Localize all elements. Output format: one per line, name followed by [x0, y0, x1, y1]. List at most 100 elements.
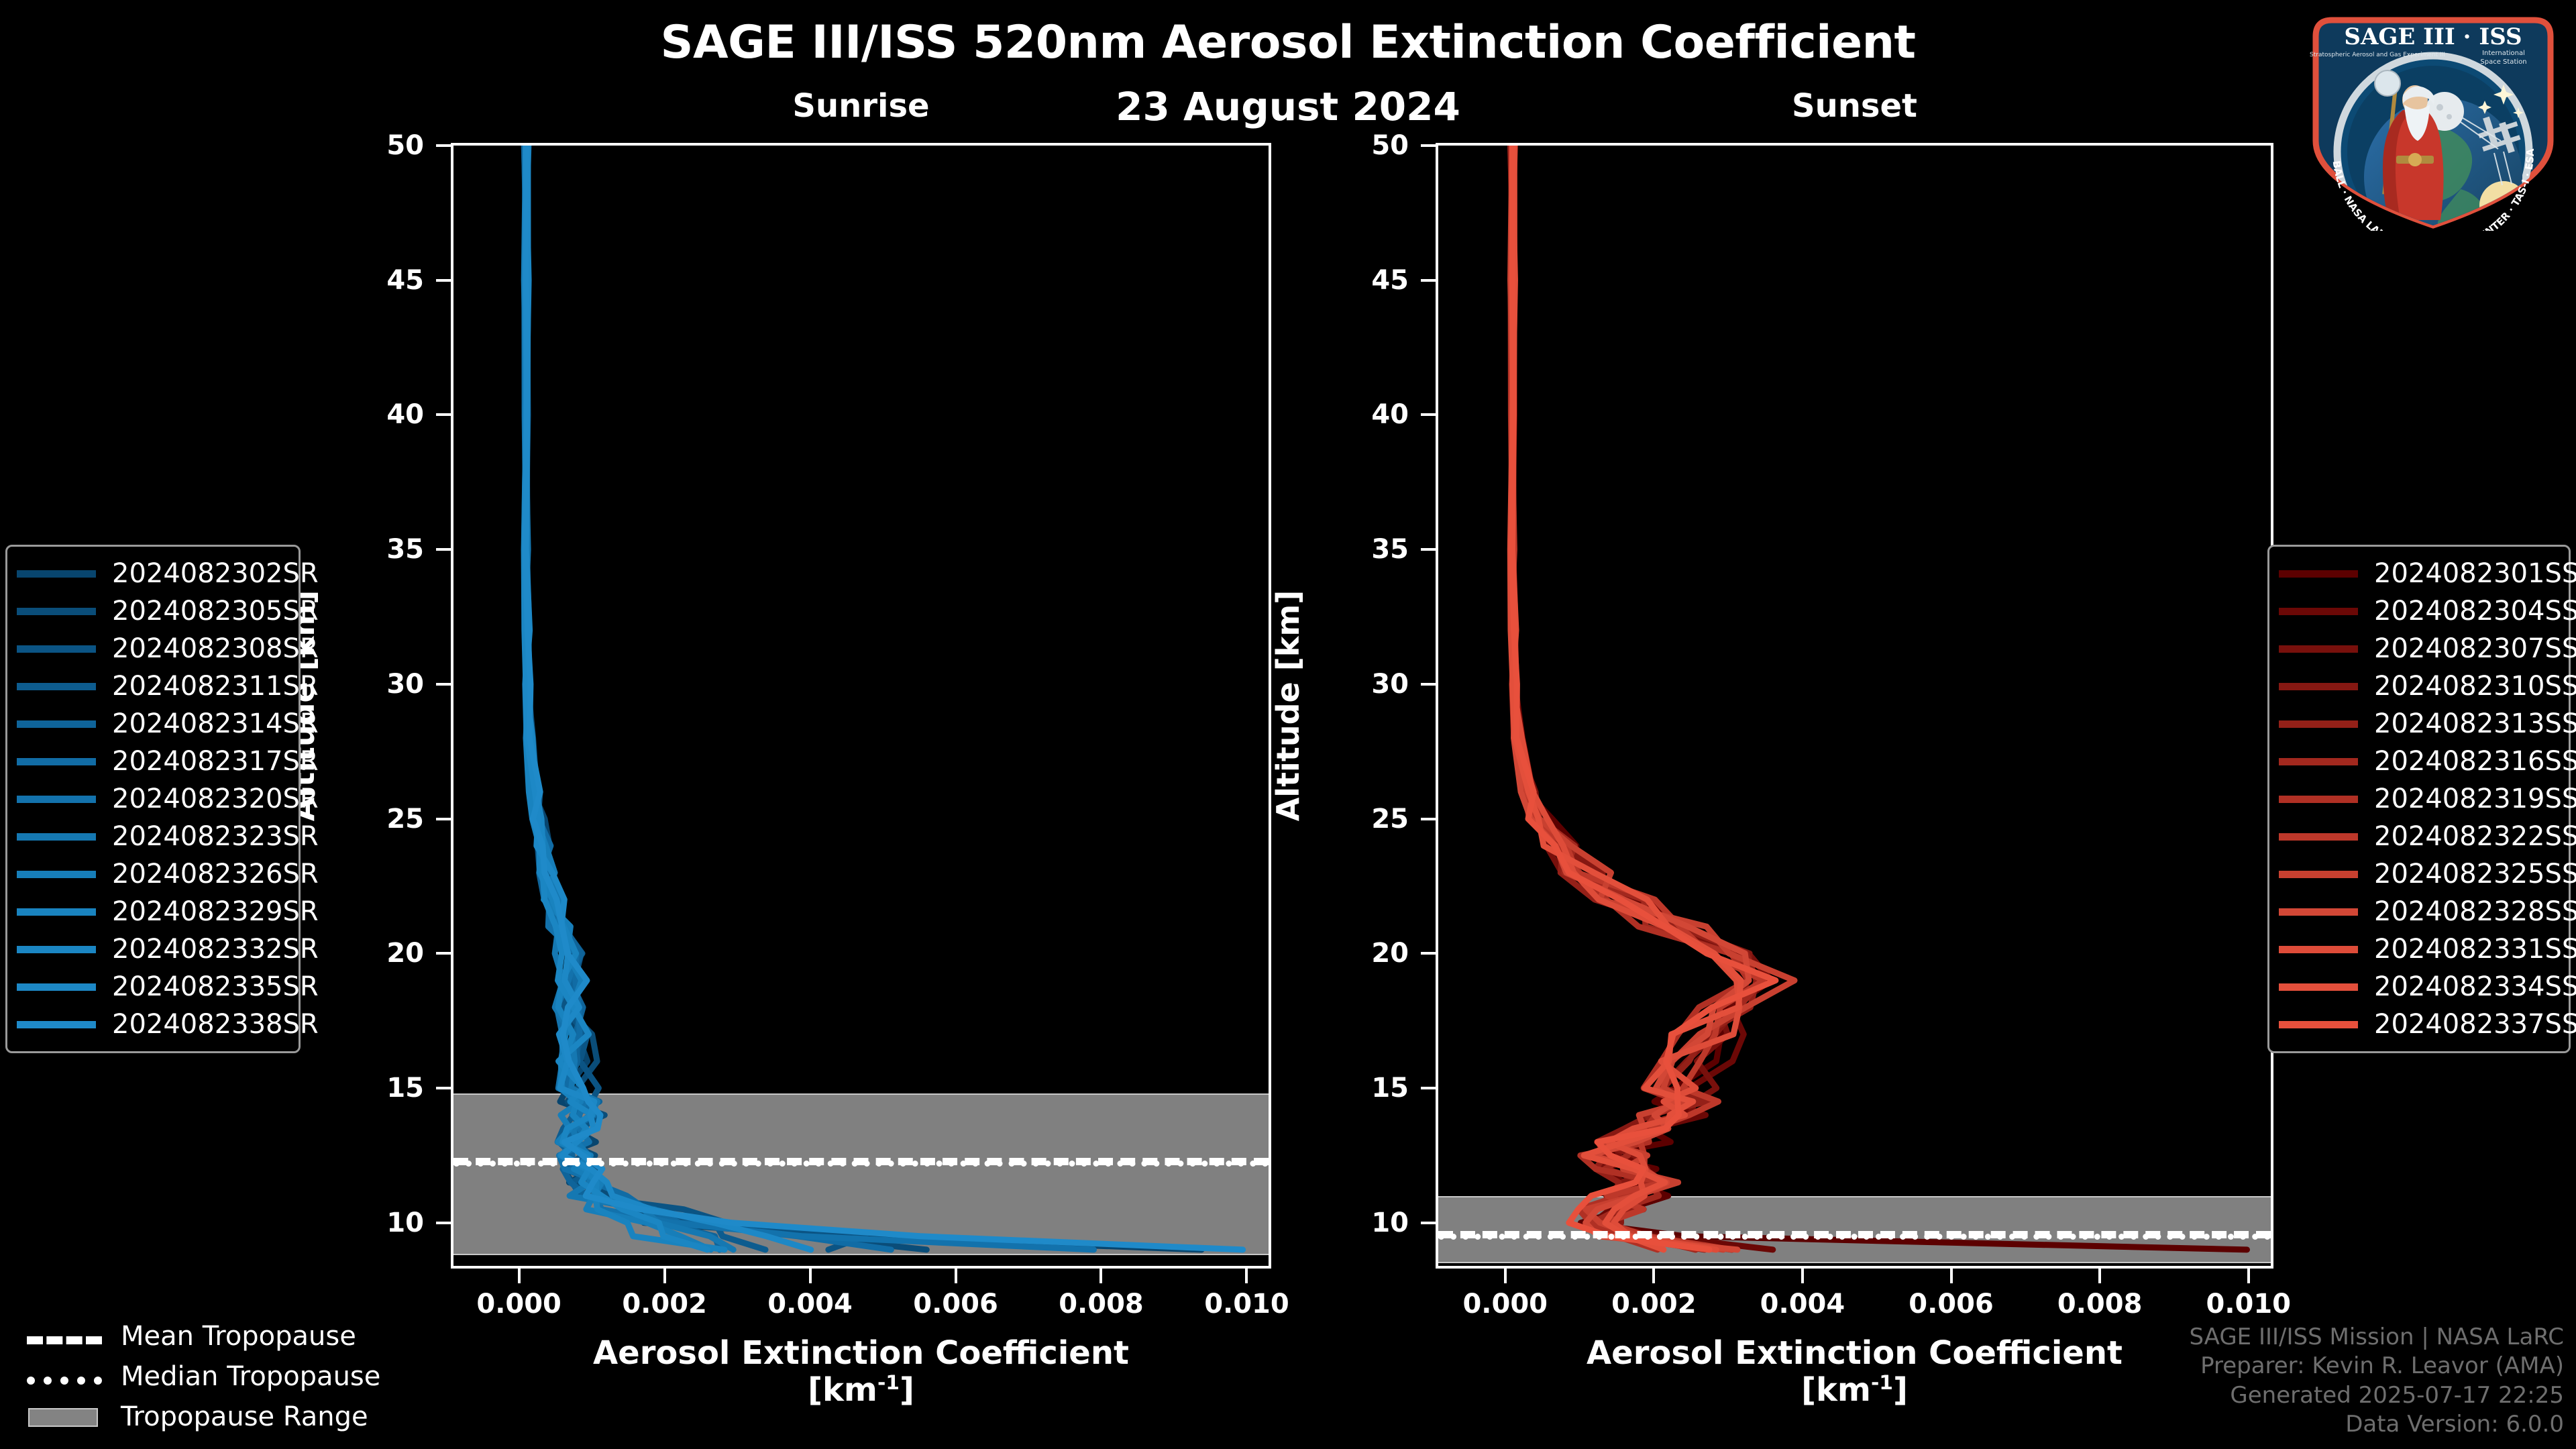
legend-item[interactable]: 2024082311SR [17, 667, 319, 705]
legend-line-swatch-icon [17, 720, 96, 728]
credit-preparer: Preparer: Kevin R. Leavor (AMA) [2200, 1352, 2564, 1380]
legend-item[interactable]: 2024082335SR [17, 968, 319, 1006]
legend-item[interactable]: 2024082332SR [17, 930, 319, 968]
x-axis-tick-label: 0.004 [767, 1289, 853, 1320]
legend-item[interactable]: 2024082337SS [2279, 1006, 2576, 1043]
legend-line-swatch-icon [17, 908, 96, 916]
key-row-median-tropopause: Median Tropopause [27, 1356, 456, 1397]
legend-item-label: 2024082316SS [2374, 746, 2576, 777]
legend-line-swatch-icon [17, 645, 96, 653]
sunrise-plot-inner [453, 146, 1269, 1266]
legend-item[interactable]: 2024082301SS [2279, 555, 2576, 592]
legend-line-swatch-icon [2279, 570, 2358, 578]
x-axis-tick [954, 1269, 957, 1283]
legend-item[interactable]: 2024082323SR [17, 818, 319, 855]
legend-item[interactable]: 2024082313SS [2279, 705, 2576, 743]
logo-subtitle-right-2: Space Station [2480, 58, 2526, 66]
tropopause-key: Mean Tropopause Median Tropopause Tropop… [27, 1316, 456, 1437]
legend-item[interactable]: 2024082307SS [2279, 630, 2576, 667]
sunset-x-axis-label: Aerosol Extinction Coefficient [km-1] [1436, 1334, 2273, 1409]
legend-item-label: 2024082335SR [112, 971, 319, 1002]
legend-item-label: 2024082328SS [2374, 896, 2576, 927]
y-axis-tick-label: 10 [1371, 1207, 1409, 1238]
legend-item-label: 2024082302SR [112, 558, 319, 589]
legend-item-label: 2024082322SS [2374, 821, 2576, 852]
legend-item-label: 2024082317SR [112, 746, 319, 777]
x-axis-tick-label: 0.004 [1760, 1289, 1845, 1320]
legend-item[interactable]: 2024082305SR [17, 592, 319, 630]
profile-curves [453, 146, 1269, 1266]
x-axis-tick [1503, 1269, 1507, 1283]
legend-line-swatch-icon [2279, 1020, 2358, 1028]
sunset-plot-area [1436, 143, 2273, 1269]
legend-item-label: 2024082325SS [2374, 859, 2576, 890]
sunset-panel-title: Sunset [1792, 87, 1917, 125]
legend-item[interactable]: 2024082317SR [17, 743, 319, 780]
median-tropopause-line [1438, 1233, 2271, 1240]
x-axis-tick [2098, 1269, 2102, 1283]
x-axis-tick-label: 0.008 [2057, 1289, 2143, 1320]
y-axis-tick-label: 50 [1371, 130, 1409, 161]
legend-item[interactable]: 2024082334SS [2279, 968, 2576, 1006]
legend-line-swatch-icon [2279, 757, 2358, 765]
legend-item[interactable]: 2024082319SS [2279, 780, 2576, 818]
legend-item-label: 2024082311SR [112, 671, 319, 702]
legend-line-swatch-icon [2279, 645, 2358, 653]
legend-line-swatch-icon [2279, 682, 2358, 690]
legend-line-swatch-icon [2279, 607, 2358, 615]
y-axis-tick [436, 278, 451, 282]
y-axis-tick [1421, 144, 1436, 147]
legend-item[interactable]: 2024082326SR [17, 855, 319, 893]
y-axis-tick [436, 952, 451, 955]
legend-item-label: 2024082329SR [112, 896, 319, 927]
legend-item[interactable]: 2024082304SS [2279, 592, 2576, 630]
sage3-iss-mission-patch-logo: SAGE III · ISS Stratospheric Aerosol and… [2302, 9, 2564, 231]
legend-item[interactable]: 2024082314SR [17, 705, 319, 743]
profile-line [1507, 146, 1760, 1253]
legend-line-swatch-icon [2279, 720, 2358, 728]
legend-item[interactable]: 2024082320SR [17, 780, 319, 818]
logo-title: SAGE III · ISS [2344, 23, 2522, 50]
x-axis-tick-label: 0.010 [2206, 1289, 2292, 1320]
legend-item[interactable]: 2024082322SS [2279, 818, 2576, 855]
legend-line-swatch-icon [17, 682, 96, 690]
median-tropopause-label: Median Tropopause [121, 1361, 381, 1392]
y-axis-tick [1421, 952, 1436, 955]
legend-item[interactable]: 2024082329SR [17, 893, 319, 930]
legend-item-label: 2024082304SS [2374, 596, 2576, 627]
profile-line [521, 146, 930, 1253]
sunset-x-axis-label-text: Aerosol Extinction Coefficient [1587, 1334, 2123, 1372]
y-axis-tick [436, 682, 451, 686]
legend-item[interactable]: 2024082310SS [2279, 667, 2576, 705]
legend-item[interactable]: 2024082308SR [17, 630, 319, 667]
legend-item[interactable]: 2024082328SS [2279, 893, 2576, 930]
profile-line [522, 146, 1246, 1253]
y-axis-tick-label: 20 [1371, 938, 1409, 969]
x-axis-tick-label: 0.010 [1204, 1289, 1289, 1320]
legend-line-swatch-icon [2279, 908, 2358, 916]
sunset-legend[interactable]: 2024082301SS 2024082304SS 2024082307SS 2024… [2267, 545, 2576, 1053]
profile-line [522, 146, 1205, 1253]
profile-line [1509, 146, 1766, 1253]
y-axis-tick-label: 10 [386, 1207, 424, 1238]
y-axis-tick-label: 25 [1371, 803, 1409, 835]
sunrise-legend[interactable]: 2024082302SR 2024082305SR 2024082308SR 2024… [5, 545, 319, 1053]
page-title: SAGE III/ISS 520nm Aerosol Extinction Co… [660, 16, 1916, 69]
y-axis-tick-label: 35 [386, 534, 424, 566]
legend-item[interactable]: 2024082338SR [17, 1006, 319, 1043]
date-subtitle: 23 August 2024 [1116, 84, 1460, 129]
profile-line [1509, 146, 1744, 1253]
legend-line-swatch-icon [17, 1020, 96, 1028]
legend-item[interactable]: 2024082316SS [2279, 743, 2576, 780]
logo-subtitle-left: Stratospheric Aerosol and Gas Experiment… [2310, 52, 2445, 58]
legend-line-swatch-icon [2279, 833, 2358, 841]
credit-data-version: Data Version: 6.0.0 [2345, 1411, 2564, 1438]
profile-curves [1438, 146, 2271, 1266]
profile-line [521, 146, 714, 1253]
legend-item[interactable]: 2024082302SR [17, 555, 319, 592]
legend-item[interactable]: 2024082331SS [2279, 930, 2576, 968]
legend-item[interactable]: 2024082325SS [2279, 855, 2576, 893]
x-axis-tick [808, 1269, 812, 1283]
legend-item-label: 2024082337SS [2374, 1009, 2576, 1040]
y-axis-tick-label: 30 [386, 668, 424, 700]
